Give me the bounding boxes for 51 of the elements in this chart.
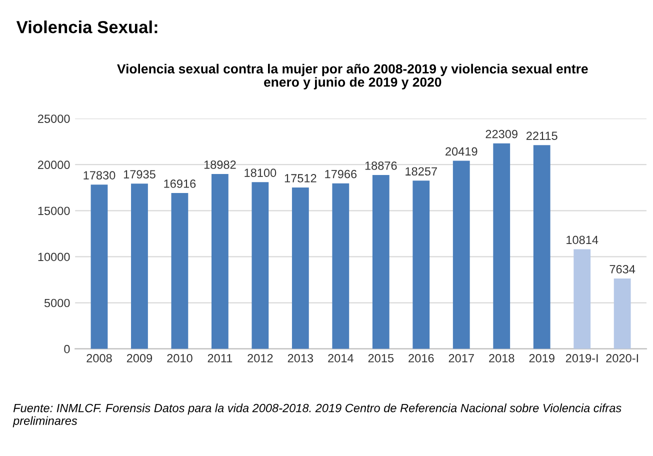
x-tick-label: 2018 [489,354,514,362]
bar [171,193,188,349]
data-label: 17966 [325,170,357,178]
data-label: 16916 [164,180,196,188]
data-label: 18257 [406,167,437,176]
data-label: 10814 [566,236,598,244]
x-tick-label: 2020-I [606,354,638,362]
chart-title: Violencia Sexual: [16,20,158,34]
data-label: 17935 [124,170,156,179]
bar [252,182,269,349]
bar [90,184,108,349]
data-label: 18100 [244,168,276,178]
data-label: 22309 [486,130,518,138]
bar [493,143,510,349]
bar [332,183,350,349]
y-tick-label: 0 [64,344,70,354]
bar [574,249,591,349]
data-label: 18982 [204,160,236,169]
y-tick-label: 20000 [38,160,70,170]
data-label: 17512 [284,174,316,182]
bar [452,160,470,349]
source-note: Fuente: INMLCF. Forensis Datos para la vida 2008-2018. 2019 Centro de Referencia Nacional sobre Violencia cifras preliminares [12,404,622,428]
data-label: 20419 [446,147,478,156]
x-tick-label: 2014 [328,354,354,362]
y-tick-label: 10000 [38,252,70,262]
x-tick-label: 2017 [448,354,474,362]
y-tick-label: 15000 [38,206,70,216]
bar [614,278,631,349]
x-tick-label: 2010 [167,354,192,362]
data-label: 22115 [526,132,558,140]
x-tick-label: 2019 [529,354,554,362]
chart-subtitle: Violencia sexual contra la mujer por año 2008-2019 y violencia sexual entre enero y junio de 2019 y 2020 [117,64,588,90]
x-tick-label: 2019-I [566,354,598,362]
data-label: 7634 [610,265,636,274]
x-tick-label: 2016 [408,354,434,362]
y-tick-label: 25000 [38,114,70,123]
x-tick-label: 2011 [208,354,232,362]
data-label: 17830 [84,171,116,180]
x-tick-label: 2012 [248,354,273,362]
x-tick-label: 2015 [368,354,394,362]
bar [292,188,309,349]
x-tick-label: 2009 [126,354,152,362]
bar [533,145,550,349]
x-tick-label: 2013 [288,354,314,362]
x-tick-label: 2008 [86,354,112,362]
data-label: 18876 [365,162,397,170]
bar [372,174,390,349]
y-tick-label: 5000 [44,298,70,308]
bar [131,184,148,349]
bar [412,180,430,349]
bar [212,174,228,349]
